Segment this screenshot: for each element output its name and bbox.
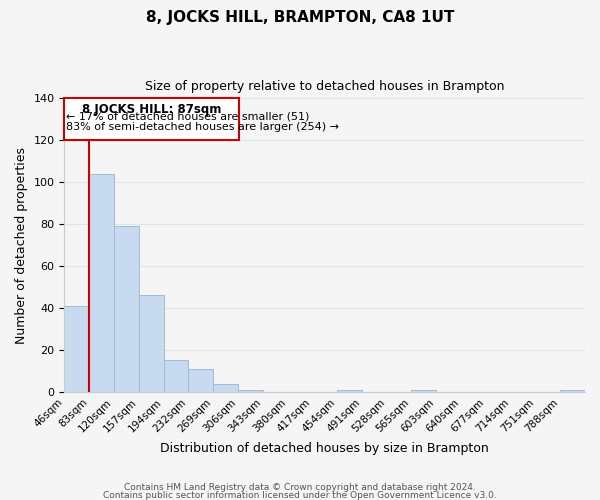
Bar xyxy=(412,390,436,392)
Bar xyxy=(337,390,362,392)
Text: Contains HM Land Registry data © Crown copyright and database right 2024.: Contains HM Land Registry data © Crown c… xyxy=(124,484,476,492)
Bar xyxy=(213,384,238,392)
Bar xyxy=(164,360,188,392)
Bar xyxy=(560,390,585,392)
Title: Size of property relative to detached houses in Brampton: Size of property relative to detached ho… xyxy=(145,80,505,93)
Bar xyxy=(238,390,263,392)
Bar xyxy=(139,296,164,392)
X-axis label: Distribution of detached houses by size in Brampton: Distribution of detached houses by size … xyxy=(160,442,489,455)
Y-axis label: Number of detached properties: Number of detached properties xyxy=(15,146,28,344)
Text: Contains public sector information licensed under the Open Government Licence v3: Contains public sector information licen… xyxy=(103,490,497,500)
Bar xyxy=(89,174,114,392)
Text: 83% of semi-detached houses are larger (254) →: 83% of semi-detached houses are larger (… xyxy=(67,122,340,132)
Text: 8 JOCKS HILL: 87sqm: 8 JOCKS HILL: 87sqm xyxy=(82,102,221,116)
Bar xyxy=(188,369,213,392)
Text: 8, JOCKS HILL, BRAMPTON, CA8 1UT: 8, JOCKS HILL, BRAMPTON, CA8 1UT xyxy=(146,10,454,25)
Bar xyxy=(114,226,139,392)
Bar xyxy=(64,306,89,392)
Text: ← 17% of detached houses are smaller (51): ← 17% of detached houses are smaller (51… xyxy=(67,112,310,122)
FancyBboxPatch shape xyxy=(64,98,239,140)
